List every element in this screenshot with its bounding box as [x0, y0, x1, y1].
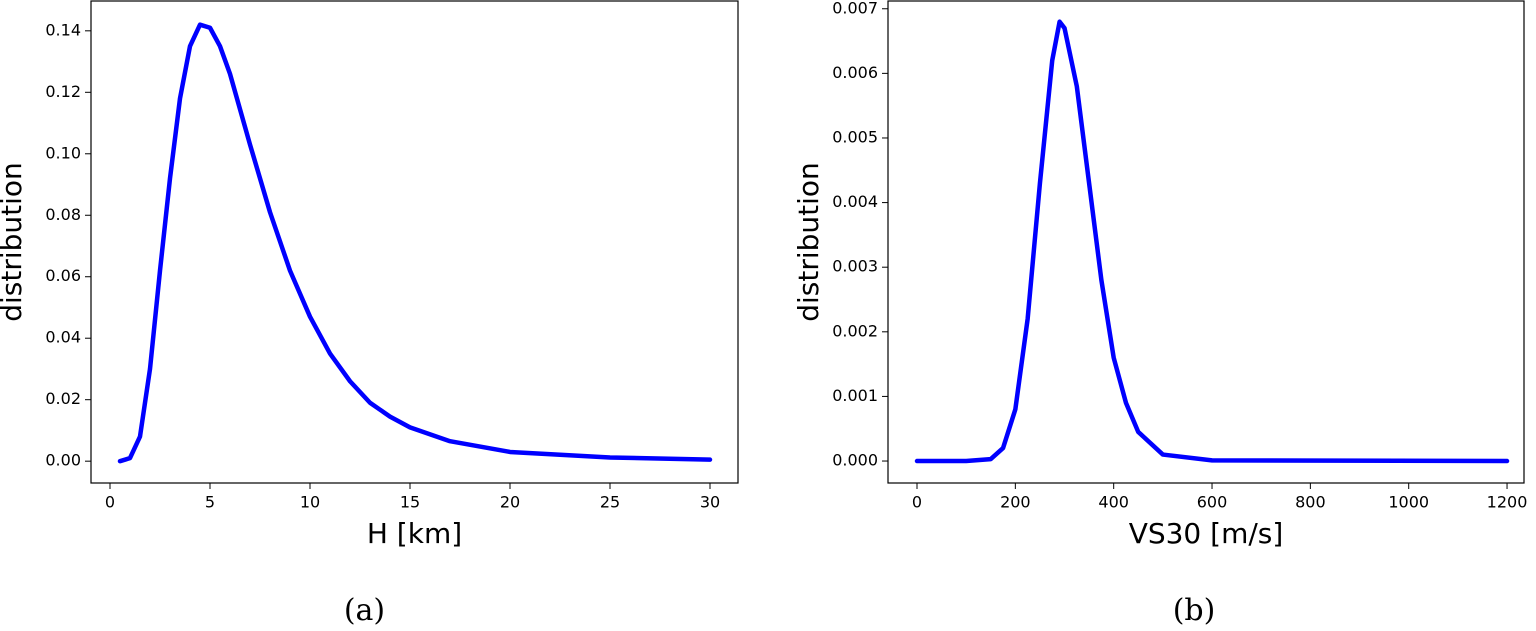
y-tick-label: 0.06: [45, 266, 81, 285]
y-tick-label: 0.10: [45, 143, 81, 162]
y-tick-label: 0.12: [45, 82, 81, 101]
y-tick-label: 0.04: [45, 328, 81, 347]
y-tick-label: 0.002: [832, 321, 878, 340]
x-tick-label: 0: [105, 493, 115, 512]
axes-frame: [90, 0, 739, 484]
x-tick-label: 800: [1295, 493, 1326, 512]
y-tick-label: 0.00: [45, 451, 81, 470]
x-tick-label: 15: [400, 493, 420, 512]
x-tick-label: 200: [1000, 493, 1031, 512]
y-tick-label: 0.001: [832, 386, 878, 405]
x-tick-label: 0: [912, 493, 922, 512]
x-axis-label: H [km]: [367, 517, 462, 550]
x-tick-label: 25: [600, 493, 620, 512]
y-tick-label: 0.006: [832, 63, 878, 82]
x-tick-label: 10: [300, 493, 320, 512]
y-tick-label: 0.005: [832, 127, 878, 146]
x-tick-label: 30: [700, 493, 720, 512]
x-tick-label: 1200: [1487, 493, 1528, 512]
y-tick-label: 0.02: [45, 389, 81, 408]
y-tick-label: 0.14: [45, 20, 81, 39]
y-axis-label: distribution: [0, 162, 28, 322]
line: [117, 22, 713, 464]
caption: (a): [344, 593, 385, 628]
line: [914, 19, 1510, 464]
x-tick-label: 5: [205, 493, 215, 512]
x-tick-label: 20: [500, 493, 520, 512]
y-tick-label: 0.003: [832, 257, 878, 276]
y-tick-label: 0.007: [832, 0, 878, 17]
y-tick-label: 0.08: [45, 205, 81, 224]
y-tick-label: 0.000: [832, 451, 878, 470]
x-axis-label: VS30 [m/s]: [1129, 517, 1284, 550]
axes-frame: [887, 0, 1525, 484]
x-tick-label: 400: [1098, 493, 1129, 512]
x-tick-label: 1000: [1388, 493, 1429, 512]
y-axis-label: distribution: [792, 162, 825, 322]
y-tick-label: 0.004: [832, 192, 878, 211]
caption: (b): [1173, 593, 1216, 628]
x-tick-label: 600: [1197, 493, 1228, 512]
